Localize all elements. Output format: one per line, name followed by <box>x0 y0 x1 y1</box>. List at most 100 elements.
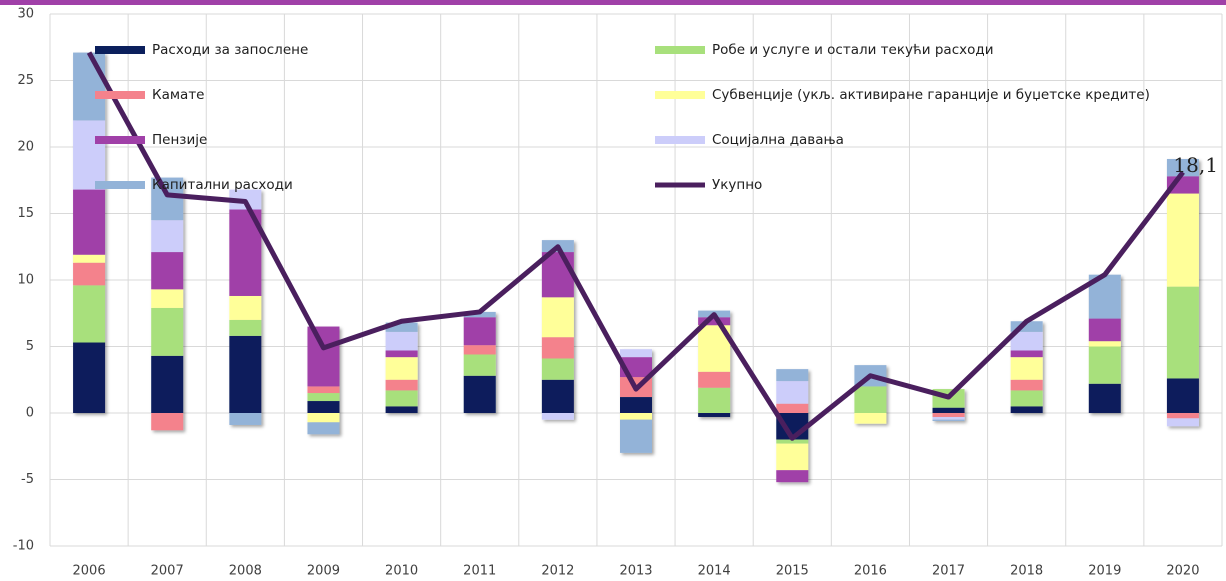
bar <box>463 345 496 355</box>
x-tick-label: 2012 <box>541 564 574 579</box>
legend-label: Расходи за запослене <box>152 42 308 58</box>
bar <box>73 120 106 190</box>
legend-marker <box>95 46 145 54</box>
x-tick-label: 2009 <box>307 564 340 579</box>
bar <box>385 331 418 351</box>
legend-marker <box>95 91 145 99</box>
x-tick-label: 2011 <box>463 564 496 579</box>
bar <box>229 319 262 336</box>
y-tick-label: -5 <box>21 472 34 487</box>
bar-stack <box>73 52 106 413</box>
bar <box>776 443 809 471</box>
x-tick-label: 2007 <box>151 564 184 579</box>
bar <box>151 307 184 356</box>
bar <box>698 387 731 413</box>
bar <box>307 393 340 402</box>
bar <box>1166 378 1199 413</box>
bar <box>385 350 418 358</box>
bar <box>73 52 106 121</box>
bar <box>1088 383 1121 413</box>
bar <box>776 369 809 382</box>
total-line <box>86 51 1185 441</box>
x-tick-label: 2016 <box>854 564 887 579</box>
bar <box>1010 350 1043 358</box>
x-tick-label: 2013 <box>619 564 652 579</box>
bar <box>1166 158 1199 177</box>
bar <box>776 470 809 483</box>
bar-stack <box>1166 158 1199 427</box>
bar <box>385 406 418 413</box>
bar <box>776 381 809 404</box>
bar <box>1010 321 1043 332</box>
bar-stack <box>776 369 809 483</box>
x-tick-label: 2010 <box>385 564 418 579</box>
y-tick-label: 20 <box>17 140 34 155</box>
bar <box>385 390 418 407</box>
bar <box>463 311 496 318</box>
bar <box>307 413 340 423</box>
x-tick-label: 2019 <box>1088 564 1121 579</box>
y-tick-label: 5 <box>26 339 34 354</box>
y-tick-label: 30 <box>17 7 34 22</box>
bar <box>385 379 418 391</box>
bar-stack <box>698 310 731 417</box>
bar <box>854 413 887 424</box>
bar <box>1010 406 1043 413</box>
bar-stack <box>1088 274 1121 413</box>
grid <box>49 13 1223 547</box>
bar <box>1010 390 1043 407</box>
bar <box>854 386 887 413</box>
legend-label: Капитални расходи <box>152 177 293 193</box>
bar <box>307 326 340 387</box>
bar <box>932 407 965 413</box>
bar-stack <box>463 311 496 413</box>
bar-stack <box>307 326 340 435</box>
legend-marker <box>655 136 705 144</box>
x-tick-label: 2006 <box>73 564 106 579</box>
bar <box>541 379 574 413</box>
legend-label: Социјална давања <box>712 132 844 148</box>
bar <box>307 401 340 413</box>
bar <box>1010 379 1043 391</box>
bar <box>1166 413 1199 419</box>
bar <box>463 317 496 346</box>
bar <box>307 386 340 394</box>
bar <box>151 220 184 253</box>
y-tick-label: 15 <box>17 206 34 221</box>
bar <box>307 422 340 435</box>
bar-stack <box>151 177 184 431</box>
legend-label: Робе и услуге и остали текући расходи <box>712 42 993 58</box>
y-tick-label: 25 <box>17 73 34 88</box>
legend-marker <box>655 91 705 99</box>
bar <box>620 397 652 413</box>
bar <box>620 349 652 358</box>
data-label: 18,1 <box>1173 153 1218 177</box>
bar <box>1088 341 1121 347</box>
legend-label: Камате <box>152 87 204 103</box>
bar <box>620 413 652 420</box>
y-tick-label: 0 <box>26 406 34 421</box>
bar <box>1010 357 1043 380</box>
x-tick-label: 2014 <box>698 564 731 579</box>
bar <box>385 357 418 380</box>
bar <box>73 285 106 343</box>
bar <box>73 254 106 263</box>
bar <box>73 342 106 413</box>
bar <box>776 403 809 413</box>
bar <box>698 371 731 388</box>
legend-label: Укупно <box>712 177 762 193</box>
bar <box>151 252 184 290</box>
legend-marker <box>655 46 705 54</box>
bar-stack <box>385 322 418 413</box>
bar <box>541 358 574 380</box>
bar <box>229 413 262 425</box>
x-tick-label: 2008 <box>229 564 262 579</box>
bar <box>1166 286 1199 379</box>
bar <box>541 413 574 420</box>
bar <box>541 297 574 338</box>
bar <box>151 413 184 431</box>
bar <box>932 416 965 420</box>
bar <box>620 419 652 453</box>
bar <box>463 375 496 413</box>
